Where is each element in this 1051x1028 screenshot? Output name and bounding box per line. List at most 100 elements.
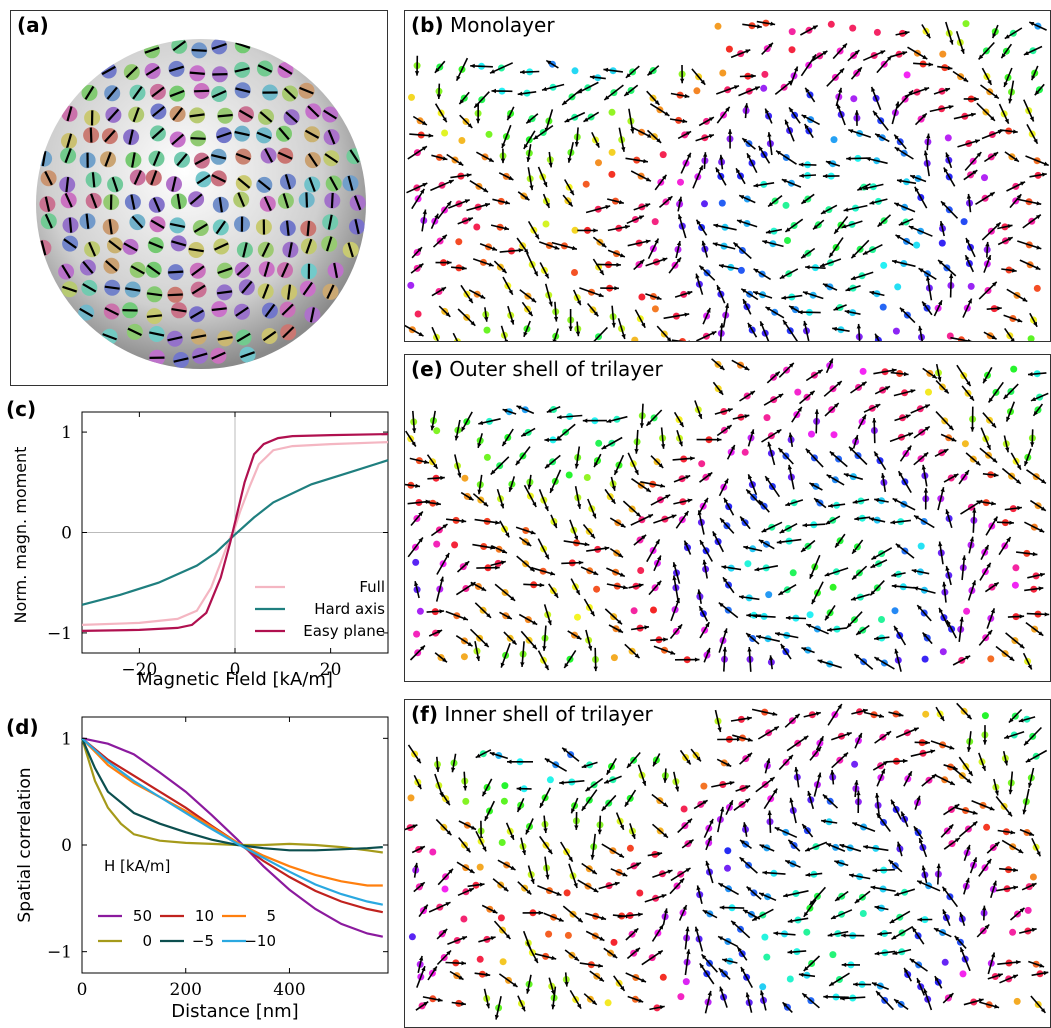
spin-arrowhead bbox=[1013, 129, 1018, 134]
spin-arrowhead bbox=[457, 472, 462, 478]
sphere-arrow bbox=[191, 284, 206, 295]
spin-arrowhead bbox=[992, 457, 998, 463]
spin-arrowhead bbox=[949, 273, 954, 279]
spin-arrowhead bbox=[638, 583, 644, 588]
spin-arrowhead bbox=[745, 785, 751, 790]
series-line-2 bbox=[81, 433, 389, 632]
sphere-arrow bbox=[176, 153, 188, 167]
spin-arrowhead bbox=[776, 150, 781, 155]
sphere-illustration bbox=[36, 39, 366, 369]
sphere-arrow bbox=[145, 66, 160, 76]
sphere-arrow bbox=[150, 219, 165, 229]
sphere-arrow bbox=[217, 336, 233, 341]
spin-arrowhead bbox=[1006, 537, 1011, 542]
spin-arrowhead bbox=[997, 306, 1002, 311]
spin-arrowhead bbox=[954, 804, 960, 809]
spin-arrowhead bbox=[492, 246, 497, 251]
spin-arrowhead bbox=[726, 762, 732, 767]
spin-arrowhead bbox=[948, 425, 954, 431]
spin-arrowhead bbox=[719, 154, 724, 160]
spin-arrowhead bbox=[891, 368, 897, 373]
spin-arrowhead bbox=[659, 924, 664, 930]
spin-arrowhead bbox=[667, 196, 673, 201]
spin-arrowhead bbox=[490, 936, 496, 941]
spin-arrowhead bbox=[752, 916, 758, 921]
sphere-arrow bbox=[287, 242, 293, 258]
spin-arrowhead bbox=[593, 570, 599, 575]
spin-arrowhead bbox=[490, 69, 495, 74]
spin-dot bbox=[806, 611, 814, 619]
spin-arrowhead bbox=[502, 441, 507, 447]
spin-arrowhead bbox=[442, 234, 447, 240]
sphere-arrow bbox=[263, 196, 272, 212]
spin-arrowhead bbox=[802, 993, 808, 998]
spin-arrowhead bbox=[757, 24, 762, 29]
spin-arrowhead bbox=[1013, 157, 1019, 162]
sphere-arrow bbox=[151, 127, 165, 140]
sphere-arrow bbox=[65, 176, 70, 193]
spin-dot bbox=[913, 241, 921, 249]
spin-arrowhead bbox=[992, 33, 997, 39]
spin-dot bbox=[784, 237, 791, 244]
spin-arrowhead bbox=[722, 958, 728, 963]
spin-arrowhead bbox=[718, 968, 724, 973]
spin-arrowhead bbox=[877, 931, 882, 936]
spin-dot bbox=[546, 776, 554, 784]
sphere-arrow bbox=[304, 129, 320, 139]
spin-arrowhead bbox=[870, 590, 875, 596]
spin-arrowhead bbox=[742, 138, 748, 143]
spin-dot bbox=[571, 269, 578, 276]
spin-arrowhead bbox=[736, 168, 741, 174]
spin-arrowhead bbox=[881, 473, 886, 478]
spin-arrowhead bbox=[967, 298, 972, 304]
spin-dot bbox=[659, 973, 667, 981]
spin-arrowhead bbox=[924, 404, 930, 409]
spin-arrowhead bbox=[412, 824, 418, 829]
spin-arrowhead bbox=[483, 187, 488, 193]
spin-arrowhead bbox=[621, 334, 626, 339]
spin-arrowhead bbox=[876, 991, 881, 996]
spin-arrowhead bbox=[502, 408, 508, 413]
spin-dot bbox=[610, 938, 618, 946]
spin-arrowhead bbox=[828, 503, 833, 508]
spin-arrowhead bbox=[922, 632, 928, 638]
spin-arrowhead bbox=[852, 574, 857, 580]
spin-arrowhead bbox=[743, 545, 749, 550]
sphere-arrow bbox=[108, 219, 113, 235]
spin-arrowhead bbox=[458, 975, 464, 980]
spin-arrowhead bbox=[805, 448, 811, 454]
spin-arrowhead bbox=[759, 844, 765, 849]
spin-dot bbox=[412, 558, 420, 566]
spin-arrowhead bbox=[524, 195, 530, 201]
spin-arrowhead bbox=[767, 810, 772, 816]
spin-arrowhead bbox=[546, 60, 552, 65]
spin-arrowhead bbox=[821, 209, 826, 214]
spin-arrowhead bbox=[442, 117, 447, 123]
spin-arrowhead bbox=[520, 662, 525, 667]
sphere-arrow bbox=[299, 86, 314, 95]
spin-arrowhead bbox=[551, 955, 557, 960]
spin-arrowhead bbox=[660, 483, 665, 488]
spin-arrowhead bbox=[993, 472, 999, 478]
spin-arrowhead bbox=[721, 565, 727, 570]
spin-dot bbox=[631, 336, 639, 341]
spin-arrowhead bbox=[871, 86, 876, 92]
spin-arrowhead bbox=[1027, 664, 1032, 670]
panel-b-title: (b) Monolayer bbox=[411, 13, 555, 37]
spin-arrowhead bbox=[1015, 960, 1021, 965]
spin-arrowhead bbox=[605, 205, 611, 210]
sphere-arrow bbox=[256, 131, 272, 140]
spin-arrowhead bbox=[488, 157, 494, 162]
spin-dot bbox=[1009, 928, 1017, 936]
sphere-arrow bbox=[189, 309, 204, 319]
sphere-arrow bbox=[169, 89, 185, 98]
spin-arrowhead bbox=[817, 772, 822, 778]
spin-arrowhead bbox=[783, 320, 788, 325]
spin-arrowhead bbox=[762, 870, 767, 875]
spin-arrowhead bbox=[880, 768, 885, 774]
spin-arrowhead bbox=[830, 770, 835, 775]
spin-arrowhead bbox=[847, 622, 852, 628]
spin-arrowhead bbox=[436, 501, 441, 506]
spin-arrowhead bbox=[1017, 318, 1023, 323]
spin-arrowhead bbox=[788, 80, 793, 85]
